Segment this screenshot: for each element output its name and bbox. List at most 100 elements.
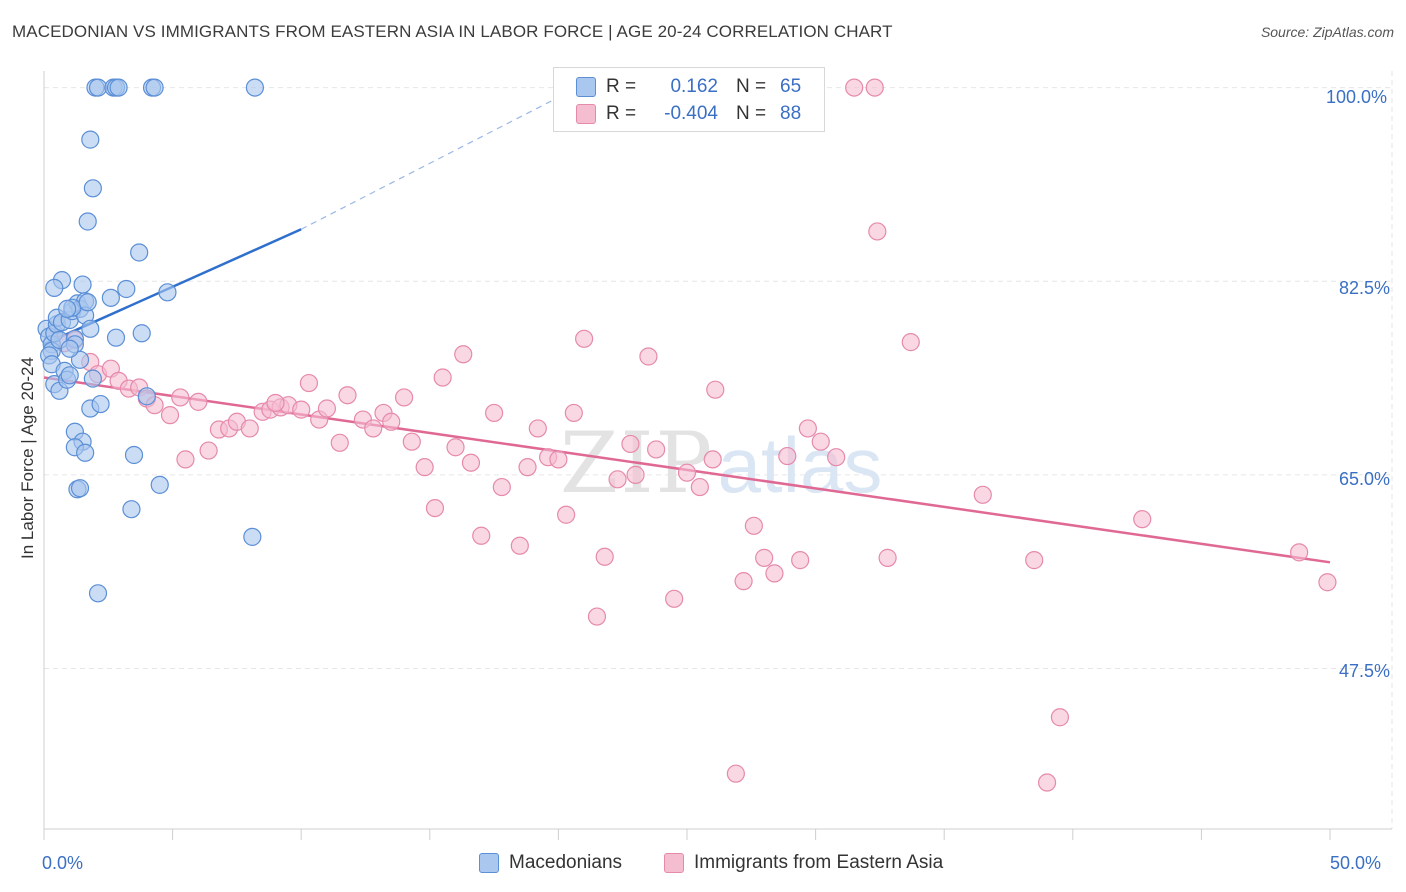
y-tick-label-100: 100.0% — [1326, 87, 1388, 107]
immigrants-point — [394, 388, 414, 407]
immigrants-point — [557, 505, 576, 524]
macedonians-point — [109, 78, 128, 97]
immigrants-point — [595, 547, 614, 566]
macedonians-point — [88, 584, 108, 603]
immigrants-point — [878, 548, 897, 567]
immigrants-point — [1133, 510, 1152, 529]
macedonians-point — [45, 278, 64, 297]
n-value: 88 — [780, 103, 802, 124]
immigrants-point — [382, 412, 401, 431]
macedonians-point — [78, 293, 97, 312]
immigrants-point — [171, 388, 190, 407]
immigrants-point — [575, 329, 594, 348]
watermark-atlas: atlas — [718, 421, 883, 509]
macedonians-point — [117, 279, 136, 299]
immigrants-point — [587, 607, 607, 626]
immigrants-point — [199, 441, 218, 460]
immigrants-point — [492, 477, 511, 497]
y-axis-label: In Labor Force | Age 20-24 — [18, 357, 37, 559]
immigrants-point — [402, 432, 421, 451]
immigrants-point — [778, 446, 797, 466]
immigrants-point — [744, 516, 763, 535]
macedonians-point — [124, 445, 144, 465]
x-tick-label-50: 50.0% — [1330, 853, 1382, 873]
immigrants-point — [608, 470, 627, 489]
immigrants-point — [364, 419, 383, 438]
immigrants-point — [845, 78, 864, 97]
immigrants-point — [485, 403, 504, 423]
macedonians-point — [83, 179, 102, 198]
y-tick-label-65: 65.0% — [1339, 469, 1391, 489]
immigrants-point — [472, 526, 491, 545]
legend-item-immigrants[interactable]: Immigrants from Eastern Asia — [664, 852, 943, 874]
immigrants-point — [299, 373, 319, 393]
macedonians-point — [70, 350, 90, 369]
immigrants-point — [446, 438, 465, 457]
r-value: 0.162 — [670, 76, 718, 97]
immigrants-point — [665, 589, 684, 608]
macedonians-point — [130, 243, 149, 262]
immigrants-point — [1290, 543, 1309, 562]
series-macedonians — [37, 78, 265, 603]
immigrants-point — [549, 450, 568, 469]
immigrants-point — [454, 345, 473, 364]
immigrants-point — [1318, 573, 1337, 592]
macedonians-point — [88, 78, 108, 97]
macedonians-swatch — [576, 77, 596, 97]
immigrants-point — [510, 536, 529, 555]
r-label: R = — [606, 76, 637, 97]
immigrants-point — [690, 477, 709, 497]
legend-item-macedonians[interactable]: Macedonians — [479, 852, 622, 874]
immigrants-point — [639, 347, 658, 366]
series-legend: Macedonians Immigrants from Eastern Asia — [0, 852, 1406, 876]
y-tick-label-47-5: 47.5% — [1339, 661, 1391, 681]
immigrants-point — [338, 386, 357, 405]
immigrants-point — [868, 222, 887, 241]
immigrants-point — [626, 465, 645, 484]
macedonians-point — [150, 475, 169, 494]
macedonians-point — [78, 212, 97, 231]
r-value: -0.404 — [664, 103, 718, 124]
immigrants-point — [528, 419, 547, 438]
immigrants-point — [292, 400, 311, 419]
macedonians-point — [76, 443, 95, 462]
macedonians-point — [137, 387, 156, 406]
macedonians-point — [145, 78, 164, 97]
immigrants-point — [1050, 708, 1070, 727]
immigrants-point — [734, 572, 753, 591]
legend-label-immigrants: Immigrants from Eastern Asia — [694, 852, 944, 873]
immigrants-point — [160, 406, 180, 425]
immigrants-point — [425, 498, 445, 518]
n-label: N = — [736, 76, 767, 97]
immigrants-point — [564, 403, 583, 423]
immigrants-point — [518, 458, 537, 477]
immigrants-point — [827, 448, 846, 467]
macedonians-legend-swatch — [479, 853, 499, 873]
immigrants-point — [240, 419, 259, 438]
immigrants-point — [865, 78, 884, 97]
immigrants-point — [621, 434, 640, 454]
r-label: R = — [606, 103, 637, 124]
immigrants-point — [677, 463, 697, 482]
macedonians-point — [81, 319, 100, 338]
immigrants-point — [791, 551, 810, 570]
macedonians-point — [73, 275, 92, 294]
immigrants-point — [973, 485, 992, 504]
immigrants-swatch — [576, 104, 596, 124]
immigrants-point — [798, 419, 817, 438]
immigrants-point — [1025, 551, 1044, 570]
n-value: 65 — [780, 76, 802, 97]
immigrants-point — [433, 368, 452, 387]
axes — [43, 71, 1392, 840]
immigrants-point — [726, 764, 745, 783]
chart-title: MACEDONIAN VS IMMIGRANTS FROM EASTERN AS… — [12, 22, 893, 41]
y-tick-label-82-5: 82.5% — [1339, 278, 1391, 298]
grid-lines — [44, 71, 1393, 829]
macedonians-point — [243, 527, 262, 546]
immigrants-point — [1037, 773, 1057, 792]
immigrants-point — [330, 433, 349, 452]
macedonians-point — [91, 394, 110, 414]
immigrants-point — [461, 453, 481, 472]
chart-source: Source: ZipAtlas.com — [1260, 24, 1394, 40]
